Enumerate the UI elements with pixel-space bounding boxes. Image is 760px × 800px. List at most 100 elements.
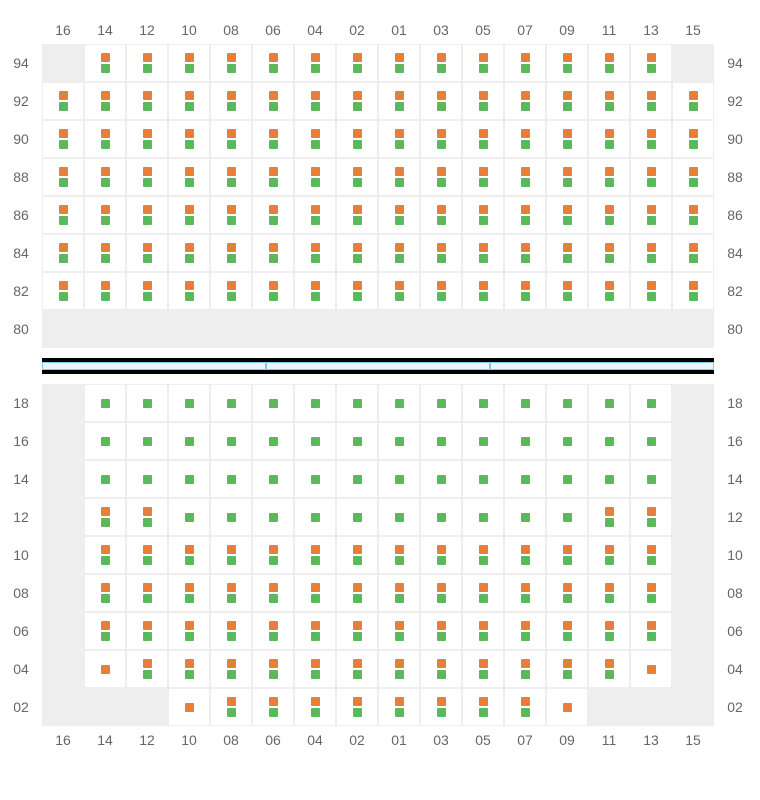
seat-cell[interactable] — [462, 422, 504, 460]
seat-cell[interactable] — [168, 460, 210, 498]
seat-cell[interactable] — [168, 574, 210, 612]
seat-cell[interactable] — [84, 536, 126, 574]
seat-cell[interactable] — [126, 82, 168, 120]
seat-cell[interactable] — [546, 120, 588, 158]
seat-cell[interactable] — [504, 196, 546, 234]
seat-cell[interactable] — [462, 536, 504, 574]
seat-cell[interactable] — [504, 272, 546, 310]
seat-cell[interactable] — [210, 574, 252, 612]
seat-cell[interactable] — [588, 460, 630, 498]
seat-cell[interactable] — [420, 234, 462, 272]
seat-cell[interactable] — [168, 44, 210, 82]
seat-cell[interactable] — [504, 574, 546, 612]
seat-cell[interactable] — [630, 498, 672, 536]
seat-cell[interactable] — [588, 120, 630, 158]
seat-cell[interactable] — [336, 536, 378, 574]
seat-cell[interactable] — [462, 688, 504, 726]
seat-cell[interactable] — [588, 498, 630, 536]
seat-cell[interactable] — [630, 82, 672, 120]
seat-cell[interactable] — [168, 612, 210, 650]
seat-cell[interactable] — [210, 272, 252, 310]
seat-cell[interactable] — [546, 158, 588, 196]
seat-cell[interactable] — [168, 120, 210, 158]
seat-cell[interactable] — [336, 196, 378, 234]
seat-cell[interactable] — [336, 422, 378, 460]
seat-cell[interactable] — [336, 384, 378, 422]
seat-cell[interactable] — [378, 650, 420, 688]
seat-cell[interactable] — [630, 536, 672, 574]
seat-cell[interactable] — [378, 120, 420, 158]
seat-cell[interactable] — [252, 612, 294, 650]
seat-cell[interactable] — [504, 158, 546, 196]
seat-cell[interactable] — [84, 158, 126, 196]
seat-cell[interactable] — [546, 688, 588, 726]
seat-cell[interactable] — [84, 120, 126, 158]
seat-cell[interactable] — [252, 460, 294, 498]
seat-cell[interactable] — [210, 384, 252, 422]
seat-cell[interactable] — [126, 574, 168, 612]
seat-cell[interactable] — [126, 498, 168, 536]
seat-cell[interactable] — [546, 234, 588, 272]
seat-cell[interactable] — [420, 574, 462, 612]
seat-cell[interactable] — [378, 384, 420, 422]
seat-cell[interactable] — [42, 120, 84, 158]
seat-cell[interactable] — [420, 688, 462, 726]
seat-cell[interactable] — [378, 498, 420, 536]
seat-cell[interactable] — [630, 196, 672, 234]
seat-cell[interactable] — [504, 688, 546, 726]
seat-cell[interactable] — [210, 196, 252, 234]
seat-cell[interactable] — [252, 158, 294, 196]
seat-cell[interactable] — [84, 234, 126, 272]
seat-cell[interactable] — [84, 460, 126, 498]
seat-cell[interactable] — [420, 384, 462, 422]
seat-cell[interactable] — [84, 196, 126, 234]
seat-cell[interactable] — [588, 612, 630, 650]
seat-cell[interactable] — [504, 82, 546, 120]
seat-cell[interactable] — [630, 234, 672, 272]
seat-cell[interactable] — [168, 158, 210, 196]
seat-cell[interactable] — [588, 574, 630, 612]
seat-cell[interactable] — [630, 158, 672, 196]
seat-cell[interactable] — [336, 158, 378, 196]
seat-cell[interactable] — [294, 612, 336, 650]
seat-cell[interactable] — [168, 384, 210, 422]
seat-cell[interactable] — [252, 120, 294, 158]
seat-cell[interactable] — [336, 272, 378, 310]
seat-cell[interactable] — [336, 688, 378, 726]
seat-cell[interactable] — [84, 574, 126, 612]
seat-cell[interactable] — [210, 44, 252, 82]
seat-cell[interactable] — [84, 612, 126, 650]
seat-cell[interactable] — [84, 272, 126, 310]
seat-cell[interactable] — [168, 196, 210, 234]
seat-cell[interactable] — [504, 650, 546, 688]
seat-cell[interactable] — [126, 650, 168, 688]
seat-cell[interactable] — [630, 574, 672, 612]
seat-cell[interactable] — [420, 272, 462, 310]
seat-cell[interactable] — [126, 272, 168, 310]
seat-cell[interactable] — [336, 574, 378, 612]
seat-cell[interactable] — [126, 120, 168, 158]
seat-cell[interactable] — [588, 272, 630, 310]
seat-cell[interactable] — [84, 498, 126, 536]
seat-cell[interactable] — [588, 82, 630, 120]
seat-cell[interactable] — [252, 536, 294, 574]
seat-cell[interactable] — [168, 82, 210, 120]
seat-cell[interactable] — [420, 460, 462, 498]
seat-cell[interactable] — [294, 158, 336, 196]
seat-cell[interactable] — [546, 422, 588, 460]
seat-cell[interactable] — [462, 384, 504, 422]
seat-cell[interactable] — [168, 422, 210, 460]
seat-cell[interactable] — [168, 498, 210, 536]
seat-cell[interactable] — [168, 688, 210, 726]
seat-cell[interactable] — [42, 196, 84, 234]
seat-cell[interactable] — [126, 196, 168, 234]
seat-cell[interactable] — [588, 422, 630, 460]
seat-cell[interactable] — [504, 44, 546, 82]
seat-cell[interactable] — [588, 158, 630, 196]
seat-cell[interactable] — [462, 82, 504, 120]
seat-cell[interactable] — [546, 272, 588, 310]
seat-cell[interactable] — [630, 612, 672, 650]
seat-cell[interactable] — [378, 688, 420, 726]
seat-cell[interactable] — [462, 272, 504, 310]
seat-cell[interactable] — [210, 612, 252, 650]
